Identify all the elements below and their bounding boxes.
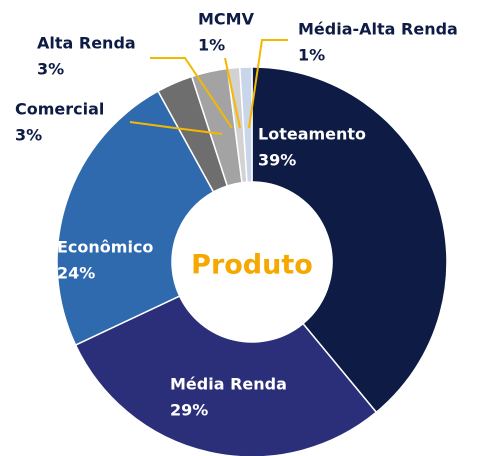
slice-label: Alta Renda xyxy=(37,34,136,53)
leader-line xyxy=(129,121,223,135)
donut-slice xyxy=(238,66,253,183)
donut-slice xyxy=(74,295,378,456)
slice-value-label: 29% xyxy=(170,401,208,420)
slice-value-label: 3% xyxy=(15,126,42,145)
slice-label: Econômico xyxy=(57,238,153,257)
slice-label: Comercial xyxy=(15,100,104,119)
slice-value-label: 3% xyxy=(37,60,64,79)
center-title: Produto xyxy=(191,250,313,281)
donut-slice xyxy=(251,66,448,414)
slice-label: Média Renda xyxy=(170,375,287,394)
slice-value-label: 39% xyxy=(258,151,296,170)
slice-value-label: 24% xyxy=(57,264,95,283)
leader-line xyxy=(224,57,241,129)
slice-label: Média-Alta Renda xyxy=(298,20,458,39)
slice-value-label: 1% xyxy=(298,46,325,65)
leader-line xyxy=(150,57,233,129)
slice-value-label: 1% xyxy=(198,36,225,55)
slice-label: Loteamento xyxy=(258,125,366,144)
slice-label: MCMV xyxy=(198,10,255,29)
leader-line xyxy=(248,39,288,129)
donut-slice xyxy=(56,90,215,347)
